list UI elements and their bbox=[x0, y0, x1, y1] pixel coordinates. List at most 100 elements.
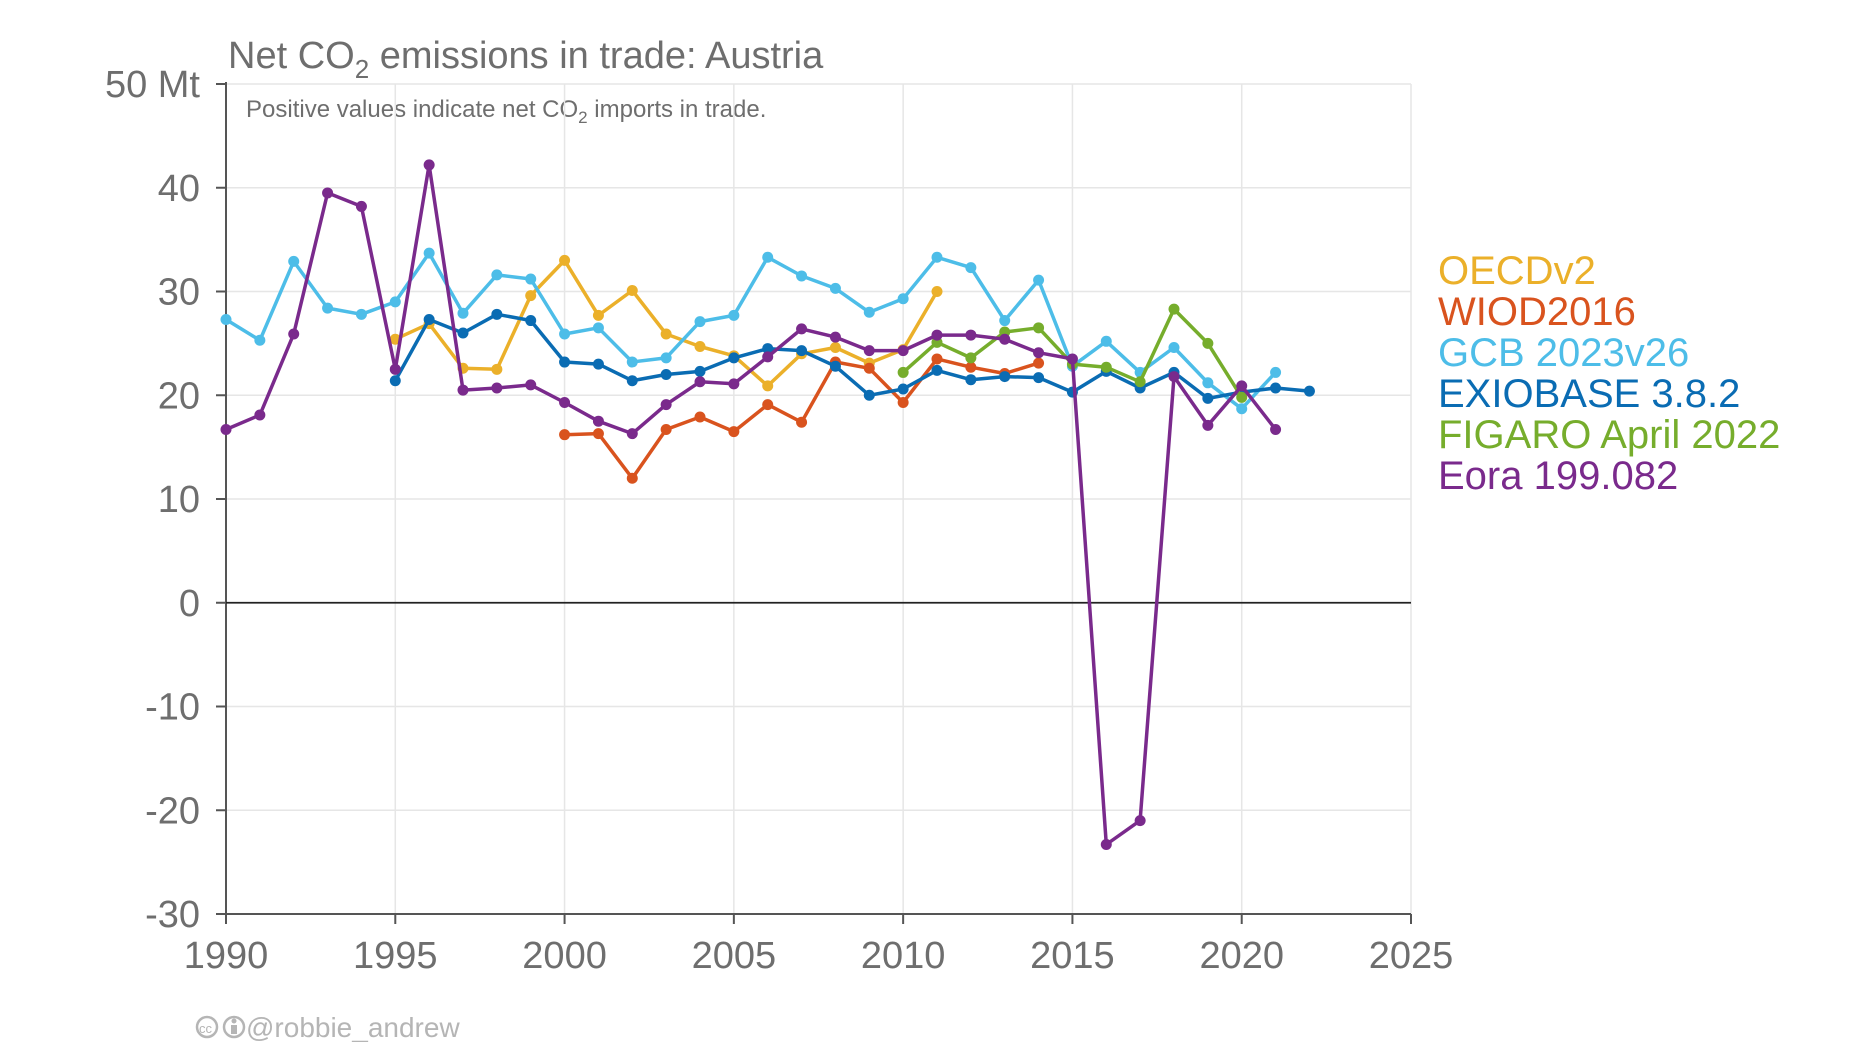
chart-title: Net CO2 emissions in trade: Austria bbox=[228, 35, 824, 84]
series-5 bbox=[220, 159, 1282, 850]
data-point-5-15 bbox=[728, 378, 740, 390]
title-rest: emissions in trade: Austria bbox=[369, 35, 824, 77]
data-point-5-7 bbox=[457, 384, 469, 396]
data-point-1-11 bbox=[931, 353, 943, 365]
data-point-2-31 bbox=[1270, 366, 1282, 378]
data-point-2-14 bbox=[694, 316, 706, 328]
data-point-1-10 bbox=[897, 397, 909, 409]
data-point-5-1 bbox=[254, 409, 266, 421]
data-point-0-0 bbox=[389, 333, 401, 345]
legend-entry-1: WIOD2016 bbox=[1438, 290, 1636, 334]
series-line-3 bbox=[393, 312, 1310, 401]
data-point-5-28 bbox=[1168, 371, 1180, 383]
y-tick-label-5: 20 bbox=[158, 375, 200, 417]
y-tick-label-7: 40 bbox=[158, 168, 200, 210]
data-point-2-4 bbox=[355, 308, 367, 320]
data-point-2-0 bbox=[220, 314, 232, 326]
y-unit-label: 50 Mt bbox=[105, 64, 200, 106]
data-point-0-11 bbox=[762, 380, 774, 392]
data-point-1-1 bbox=[592, 428, 604, 440]
data-point-2-13 bbox=[660, 352, 672, 364]
data-point-5-25 bbox=[1066, 353, 1078, 365]
data-point-1-9 bbox=[863, 362, 875, 374]
data-point-3-15 bbox=[897, 383, 909, 395]
cc-by-icons: cc bbox=[195, 1015, 246, 1039]
data-point-2-11 bbox=[592, 322, 604, 334]
data-point-3-27 bbox=[1303, 385, 1315, 397]
y-tick-label-4: 10 bbox=[158, 479, 200, 521]
data-point-0-9 bbox=[694, 340, 706, 352]
x-tick-label-3: 2005 bbox=[692, 935, 777, 977]
x-tick-label-1: 1995 bbox=[353, 935, 438, 977]
data-point-2-22 bbox=[965, 262, 977, 274]
credit: cc @robbie_andrew bbox=[195, 1012, 460, 1042]
data-point-2-23 bbox=[999, 315, 1011, 327]
data-point-0-7 bbox=[626, 284, 638, 296]
data-point-2-16 bbox=[762, 251, 774, 263]
data-point-0-4 bbox=[525, 290, 537, 302]
data-point-2-29 bbox=[1202, 377, 1214, 389]
data-point-5-3 bbox=[322, 187, 334, 199]
data-point-3-11 bbox=[762, 343, 774, 355]
data-point-3-18 bbox=[999, 371, 1011, 383]
data-point-1-14 bbox=[1033, 357, 1045, 369]
data-point-1-4 bbox=[694, 411, 706, 423]
y-tick-label-3: 0 bbox=[179, 583, 200, 625]
data-point-5-11 bbox=[592, 415, 604, 427]
data-point-5-14 bbox=[694, 376, 706, 388]
y-tick-label-1: -20 bbox=[145, 790, 200, 832]
data-point-5-27 bbox=[1134, 815, 1146, 827]
data-point-4-2 bbox=[965, 352, 977, 364]
data-point-5-0 bbox=[220, 423, 232, 435]
legend-entry-5: Eora 199.082 bbox=[1438, 454, 1678, 498]
data-point-4-10 bbox=[1236, 391, 1248, 403]
data-point-1-3 bbox=[660, 423, 672, 435]
data-point-2-28 bbox=[1168, 342, 1180, 354]
data-point-3-4 bbox=[525, 315, 537, 327]
data-point-4-4 bbox=[1033, 322, 1045, 334]
data-point-2-18 bbox=[829, 282, 841, 294]
data-point-5-12 bbox=[626, 428, 638, 440]
data-point-1-2 bbox=[626, 472, 638, 484]
data-point-2-9 bbox=[525, 273, 537, 285]
series-line-2 bbox=[225, 251, 1277, 411]
data-point-4-6 bbox=[1100, 361, 1112, 373]
data-point-0-3 bbox=[491, 363, 503, 375]
data-point-4-7 bbox=[1134, 376, 1146, 388]
data-point-3-19 bbox=[1033, 372, 1045, 384]
data-point-2-8 bbox=[491, 269, 503, 281]
data-point-5-20 bbox=[897, 345, 909, 357]
title-subscript: 2 bbox=[355, 54, 369, 84]
y-tick-label-0: -30 bbox=[145, 894, 200, 936]
data-point-5-16 bbox=[762, 351, 774, 363]
axes: 1990 1995 2000 2005 2010 2015 2020 2025-30-20-1… bbox=[105, 64, 1453, 977]
subtitle-main: Positive values indicate net CO bbox=[246, 96, 578, 123]
data-point-4-9 bbox=[1202, 337, 1214, 349]
data-point-2-19 bbox=[863, 306, 875, 318]
series-2 bbox=[220, 247, 1282, 415]
data-point-5-23 bbox=[999, 333, 1011, 345]
data-point-0-16 bbox=[931, 286, 943, 297]
data-point-5-10 bbox=[559, 397, 571, 409]
data-point-0-8 bbox=[660, 328, 672, 340]
svg-text:cc: cc bbox=[199, 1021, 213, 1036]
credit-handle: @robbie_andrew bbox=[246, 1012, 460, 1042]
data-point-2-30 bbox=[1236, 403, 1248, 415]
legend-entry-2: GCB 2023v26 bbox=[1438, 331, 1689, 375]
data-point-4-0 bbox=[897, 366, 909, 378]
data-point-1-6 bbox=[762, 399, 774, 411]
data-point-5-17 bbox=[796, 323, 808, 335]
data-point-3-5 bbox=[559, 356, 571, 368]
x-tick-label-7: 2025 bbox=[1369, 935, 1454, 977]
series-1 bbox=[559, 353, 1045, 484]
legend-entry-3: EXIOBASE 3.8.2 bbox=[1438, 372, 1740, 416]
data-point-1-5 bbox=[728, 426, 740, 438]
data-point-3-0 bbox=[389, 375, 401, 387]
data-point-2-20 bbox=[897, 293, 909, 305]
data-point-1-12 bbox=[965, 361, 977, 373]
x-tick-label-5: 2015 bbox=[1030, 935, 1115, 977]
data-point-5-21 bbox=[931, 329, 943, 341]
data-point-3-8 bbox=[660, 369, 672, 380]
